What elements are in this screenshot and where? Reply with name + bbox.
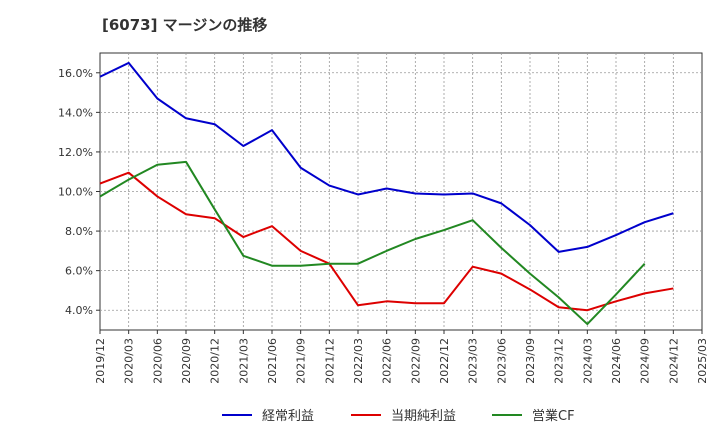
x-tick-label: 2022/09 xyxy=(409,338,422,384)
x-tick-label: 2022/12 xyxy=(438,338,451,384)
y-tick-label: 14.0% xyxy=(58,106,93,119)
y-tick-label: 8.0% xyxy=(65,225,93,238)
series-line-1 xyxy=(99,61,674,253)
x-tick-label: 2021/06 xyxy=(266,338,279,384)
x-tick-label: 2024/09 xyxy=(639,338,652,384)
y-tick-label: 10.0% xyxy=(58,186,93,199)
y-tick-label: 16.0% xyxy=(58,67,93,80)
series-layer xyxy=(99,61,674,326)
legend-label-3: 営業CF xyxy=(532,408,575,424)
x-tick-label: 2022/06 xyxy=(381,338,394,384)
x-tick-label: 2020/03 xyxy=(123,338,136,384)
series-line-2 xyxy=(99,171,674,312)
legend-label-1: 経常利益 xyxy=(262,409,314,424)
y-tick-label: 4.0% xyxy=(65,304,93,317)
x-tick-label: 2023/09 xyxy=(524,338,537,384)
x-tick-label: 2020/06 xyxy=(151,338,164,384)
x-tick-label: 2024/03 xyxy=(581,338,594,384)
grid-layer xyxy=(100,53,702,330)
x-tick-label: 2021/03 xyxy=(237,338,250,384)
x-tick-label: 2020/12 xyxy=(209,338,222,384)
x-axis-ticks: 2019/12 2020/03 2020/06 2020/09 2020/12 2021/… xyxy=(94,330,709,384)
legend: 経常利益 当期純利益 営業CF xyxy=(222,408,575,424)
x-tick-label: 2024/06 xyxy=(610,338,623,384)
series-line-3 xyxy=(99,160,646,326)
y-tick-label: 6.0% xyxy=(65,265,93,278)
x-tick-label: 2019/12 xyxy=(94,338,107,384)
x-tick-label: 2023/06 xyxy=(495,338,508,384)
x-tick-label: 2023/03 xyxy=(467,338,480,384)
x-tick-label: 2021/12 xyxy=(323,338,336,384)
y-tick-label: 12.0% xyxy=(58,146,93,159)
y-axis-ticks: 4.0% 6.0% 8.0% 10.0% 12.0% 14.0% 16.0% xyxy=(58,67,100,317)
legend-label-2: 当期純利益 xyxy=(391,409,456,424)
x-tick-label: 2020/09 xyxy=(180,338,193,384)
x-tick-label: 2021/09 xyxy=(295,338,308,384)
x-tick-label: 2024/12 xyxy=(667,338,680,384)
x-tick-label: 2022/03 xyxy=(352,338,365,384)
chart-title: [6073] マージンの推移 xyxy=(102,16,268,34)
x-tick-label: 2023/12 xyxy=(553,338,566,384)
x-tick-label: 2025/03 xyxy=(696,338,709,384)
